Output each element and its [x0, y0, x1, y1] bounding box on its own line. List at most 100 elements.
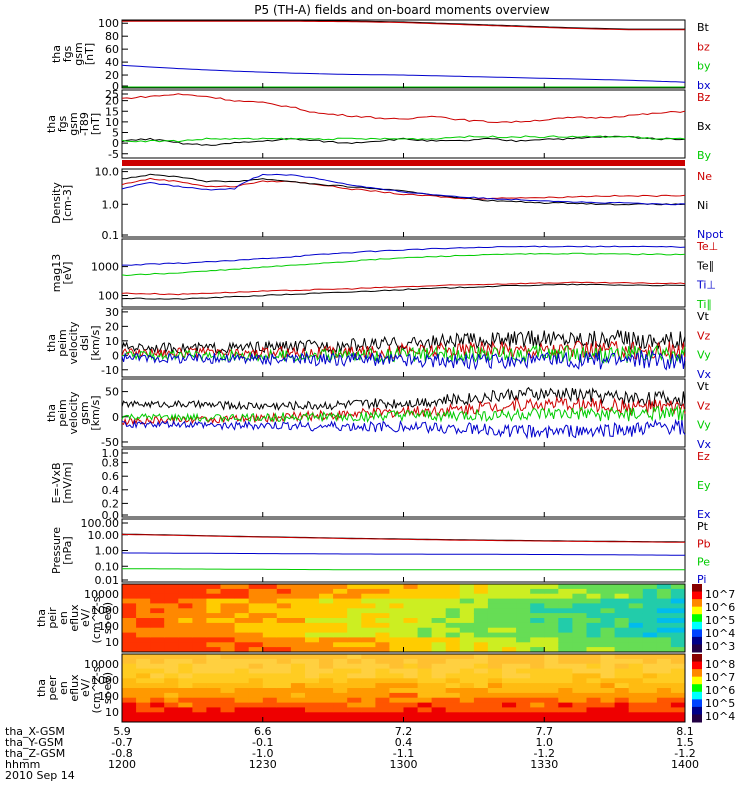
heatmap-cell	[262, 717, 278, 723]
heatmap-cell	[319, 697, 334, 704]
heatmap-cell	[502, 618, 517, 624]
heatmap-cell	[628, 613, 644, 619]
heatmap-cell	[417, 593, 433, 600]
y-tick-label: 25	[105, 88, 119, 101]
heatmap-cell	[164, 707, 179, 713]
series-line-fgs-3	[121, 64, 686, 83]
y-tick-label: 100	[98, 17, 119, 30]
legend-entry: Vt	[697, 310, 710, 323]
heatmap-cell	[516, 678, 531, 684]
heatmap-cell	[164, 632, 179, 638]
heatmap-cell	[530, 588, 545, 595]
heatmap-cell	[150, 673, 165, 679]
heatmap-cell	[600, 637, 616, 643]
heatmap-cell	[276, 654, 292, 660]
heatmap-cell	[262, 683, 278, 689]
heatmap-cell	[516, 688, 531, 694]
heatmap-cell	[417, 627, 433, 634]
heatmap-cell	[445, 647, 461, 653]
heatmap-cell	[276, 688, 292, 694]
heatmap-cell	[544, 707, 559, 713]
heatmap-cell	[164, 588, 179, 595]
heatmap-cell	[122, 598, 137, 604]
heatmap-cell	[178, 603, 193, 609]
heatmap-cell	[417, 678, 433, 684]
heatmap-cell	[276, 593, 292, 600]
heatmap-cell	[473, 673, 489, 679]
series-line-fgs-dsl-2	[121, 135, 686, 143]
heatmap-cell	[389, 683, 404, 689]
heatmap-cell	[431, 678, 447, 684]
heatmap-cell	[136, 593, 151, 600]
heatmap-cell	[445, 668, 461, 674]
heatmap-cell	[150, 712, 165, 718]
heatmap-cell	[178, 593, 193, 600]
heatmap-cell	[347, 588, 362, 595]
heatmap-cell	[290, 598, 306, 604]
heatmap-cell	[586, 598, 602, 604]
panel-separator-bar	[122, 160, 685, 166]
heatmap-cell	[530, 683, 545, 689]
heatmap-cell	[487, 627, 503, 634]
heatmap-cell	[290, 673, 306, 679]
heatmap-cell	[361, 584, 376, 590]
heatmap-cell	[220, 702, 236, 708]
heatmap-cell	[431, 642, 447, 648]
heatmap-cell	[347, 668, 362, 674]
heatmap-cell	[403, 603, 419, 609]
heatmap-cell	[656, 627, 672, 634]
heatmap-cell	[530, 627, 545, 634]
heatmap-cell	[192, 622, 207, 629]
heatmap-cell	[558, 608, 573, 614]
heatmap-cell	[487, 688, 503, 694]
heatmap-cell	[614, 613, 630, 619]
heatmap-cell	[361, 603, 376, 609]
y-axis-label: tha	[45, 115, 58, 133]
heatmap-cell	[276, 632, 292, 638]
heatmap-cell	[234, 598, 250, 604]
heatmap-cell	[586, 697, 602, 704]
heatmap-cell	[206, 658, 221, 665]
heatmap-cell	[122, 668, 137, 674]
heatmap-cell	[586, 658, 602, 665]
heatmap-cell	[656, 678, 672, 684]
y-tick-label: 0	[112, 137, 119, 150]
y-axis-label: peir	[46, 607, 59, 629]
heatmap-cell	[234, 668, 250, 674]
heatmap-cell	[276, 697, 292, 704]
heatmap-cell	[276, 627, 292, 634]
heatmap-cell	[206, 598, 221, 604]
heatmap-cell	[206, 717, 221, 723]
heatmap-cell	[122, 712, 137, 718]
footer-tick-value: 1400	[671, 758, 699, 771]
heatmap-cell	[445, 588, 461, 595]
heatmap-cell	[628, 678, 644, 684]
heatmap-cell	[178, 678, 193, 684]
y-tick-label: 30	[105, 306, 119, 319]
heatmap-cell	[248, 712, 264, 718]
heatmap-cell	[403, 692, 419, 699]
heatmap-cell	[600, 673, 616, 679]
heatmap-cell	[628, 673, 644, 679]
heatmap-cell	[150, 642, 165, 648]
heatmap-cell	[487, 712, 503, 718]
heatmap-cell	[473, 603, 489, 609]
heatmap-cell	[586, 702, 602, 708]
heatmap-cell	[136, 717, 151, 723]
y-axis-label: [nT]	[83, 43, 96, 65]
heatmap-cell	[150, 588, 165, 595]
heatmap-cell	[136, 658, 151, 665]
heatmap-cell	[361, 683, 376, 689]
heatmap-cell	[347, 622, 362, 629]
series-line-peim-dsl-3	[121, 349, 686, 371]
heatmap-cell	[473, 683, 489, 689]
heatmap-cell	[220, 622, 236, 629]
heatmap-cell	[544, 688, 559, 694]
heatmap-cell	[136, 584, 151, 590]
heatmap-cell	[502, 688, 517, 694]
legend-entry: Npot	[697, 228, 724, 241]
heatmap-cell	[600, 627, 616, 634]
heatmap-cell	[178, 688, 193, 694]
y-axis-label: tha	[35, 609, 48, 627]
